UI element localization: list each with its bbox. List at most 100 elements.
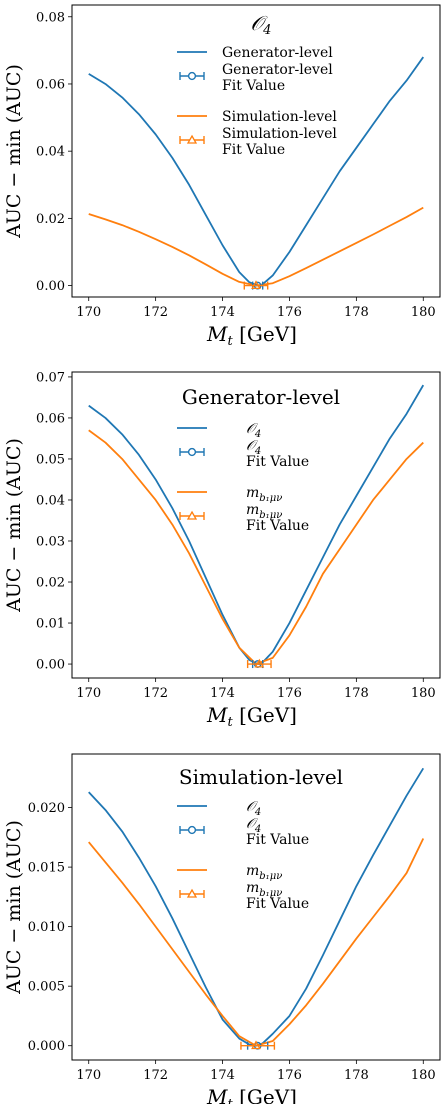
y-tick-label: 0.04 bbox=[36, 145, 65, 160]
x-axis-label-main: M bbox=[206, 322, 228, 346]
x-tick-label: 170 bbox=[76, 305, 101, 320]
x-tick-label: 174 bbox=[210, 686, 235, 701]
x-tick-label: 180 bbox=[411, 1068, 436, 1083]
legend-fit-label-line2: Fit Value bbox=[222, 78, 285, 94]
y-tick-label: 0.020 bbox=[28, 801, 65, 816]
x-tick-label: 174 bbox=[210, 305, 235, 320]
fit-point-triangle bbox=[254, 658, 265, 668]
legend-fit-label: mb₁μν bbox=[246, 502, 282, 521]
x-tick-label: 172 bbox=[143, 686, 168, 701]
legend-label-sub: b₁μν bbox=[259, 871, 282, 882]
legend-label: mb₁μν bbox=[246, 863, 282, 882]
y-tick-label: 0.05 bbox=[36, 452, 65, 467]
legend-fit-label-main: m bbox=[246, 880, 259, 896]
y-tick-label: 0.005 bbox=[28, 980, 65, 995]
x-tick-label: 170 bbox=[76, 686, 101, 701]
x-axis-label-sub: t bbox=[228, 715, 234, 730]
x-tick-label: 172 bbox=[143, 1068, 168, 1083]
y-tick-label: 0.06 bbox=[36, 411, 65, 426]
legend-fit-label-line2: Fit Value bbox=[246, 518, 309, 534]
legend-fit-label-line2: Fit Value bbox=[246, 454, 309, 470]
axes-frame bbox=[71, 371, 441, 679]
legend-label-main: m bbox=[246, 485, 259, 501]
x-axis-label-unit: [GeV] bbox=[233, 1085, 297, 1104]
panel-2: 170 172 174 176 178 180 0.00 0.01 0.02 0.03 0.04 0.… bbox=[3, 370, 441, 730]
legend-fit-label: Generator-level bbox=[222, 62, 333, 78]
series-line-2 bbox=[88, 206, 424, 287]
legend-fit-circle bbox=[187, 447, 197, 457]
legend-fit-circle bbox=[187, 825, 197, 835]
x-tick-label: 170 bbox=[76, 1068, 101, 1083]
legend-fit-circle bbox=[187, 71, 197, 81]
x-axis-label-unit: [GeV] bbox=[233, 322, 297, 346]
x-axis-label-unit: [GeV] bbox=[233, 703, 297, 727]
y-tick-label: 0.06 bbox=[36, 77, 65, 92]
legend-fit-label-sub: b₁μν bbox=[259, 510, 282, 521]
x-tick-label: 180 bbox=[411, 305, 436, 320]
fit-point-triangle bbox=[251, 1040, 261, 1050]
x-tick-label: 180 bbox=[411, 686, 436, 701]
y-tick-label: 0.02 bbox=[36, 212, 65, 227]
x-tick-label: 176 bbox=[277, 305, 302, 320]
legend-label-sub: 4 bbox=[254, 429, 261, 440]
legend-fit-label-sub: 4 bbox=[254, 824, 261, 835]
legend-label: Generator-level bbox=[222, 45, 333, 61]
legend-fit-triangle bbox=[186, 888, 198, 898]
x-tick-label: 174 bbox=[210, 1068, 235, 1083]
chart-title: 𝒪4 bbox=[251, 11, 272, 38]
chart-title-sub: 4 bbox=[262, 23, 271, 38]
x-tick-label: 178 bbox=[344, 686, 369, 701]
legend-label-main: m bbox=[246, 863, 259, 879]
fit-point-triangle bbox=[251, 280, 261, 290]
x-axis-label-main: M bbox=[206, 1085, 228, 1104]
y-tick-label: 0.08 bbox=[36, 10, 65, 25]
y-axis-label: AUC − min (AUC) bbox=[3, 820, 25, 995]
x-axis-label: Mt [GeV] bbox=[206, 1085, 297, 1104]
y-tick-label: 0.00 bbox=[36, 279, 65, 294]
y-tick-label: 0.01 bbox=[36, 617, 65, 632]
legend-fit-label-sub: 4 bbox=[254, 446, 261, 457]
x-axis-label-sub: t bbox=[228, 334, 234, 349]
panel-3: 170 172 174 176 178 180 0.000 0.005 0.010 0.015 0.… bbox=[3, 753, 441, 1104]
y-tick-label: 0.015 bbox=[28, 861, 65, 876]
chart-title: Generator-level bbox=[182, 385, 340, 409]
legend-fit-label-line2: Fit Value bbox=[246, 832, 309, 848]
legend-fit-label: Simulation-level bbox=[222, 126, 337, 142]
legend-label-sub: 4 bbox=[254, 807, 261, 818]
y-tick-label: 0.010 bbox=[28, 920, 65, 935]
y-axis-label: AUC − min (AUC) bbox=[3, 64, 25, 239]
x-axis-label: Mt [GeV] bbox=[206, 703, 297, 730]
legend-fit-label-sub: b₁μν bbox=[259, 888, 282, 899]
y-tick-label: 0.07 bbox=[36, 370, 65, 385]
legend-label-sub: b₁μν bbox=[259, 493, 282, 504]
legend-fit-label-main: m bbox=[246, 502, 259, 518]
x-tick-label: 176 bbox=[277, 686, 302, 701]
y-tick-label: 0.03 bbox=[36, 534, 65, 549]
chart-title: Simulation-level bbox=[179, 765, 343, 789]
axes-frame bbox=[71, 4, 441, 298]
legend-label: Simulation-level bbox=[222, 109, 337, 125]
y-axis-label: AUC − min (AUC) bbox=[3, 438, 25, 613]
y-tick-label: 0.04 bbox=[36, 493, 65, 508]
y-tick-label: 0.02 bbox=[36, 576, 65, 591]
legend-fit-triangle bbox=[186, 134, 198, 144]
legend-fit-label-line2: Fit Value bbox=[246, 896, 309, 912]
x-axis-label-sub: t bbox=[228, 1097, 234, 1104]
x-tick-label: 176 bbox=[277, 1068, 302, 1083]
x-tick-label: 178 bbox=[344, 305, 369, 320]
legend-fit-label: mb₁μν bbox=[246, 880, 282, 899]
axes-frame bbox=[71, 753, 441, 1061]
x-axis-label: Mt [GeV] bbox=[206, 322, 297, 349]
legend-fit-triangle bbox=[186, 510, 198, 520]
panel-1: 170 172 174 176 178 180 0.00 0.02 0.04 0.06 0.08 𝒪4… bbox=[3, 4, 441, 349]
x-tick-label: 172 bbox=[143, 305, 168, 320]
legend-fit-label-line2: Fit Value bbox=[222, 142, 285, 158]
y-tick-label: 0.00 bbox=[36, 658, 65, 673]
y-tick-label: 0.000 bbox=[28, 1039, 65, 1054]
x-tick-label: 178 bbox=[344, 1068, 369, 1083]
